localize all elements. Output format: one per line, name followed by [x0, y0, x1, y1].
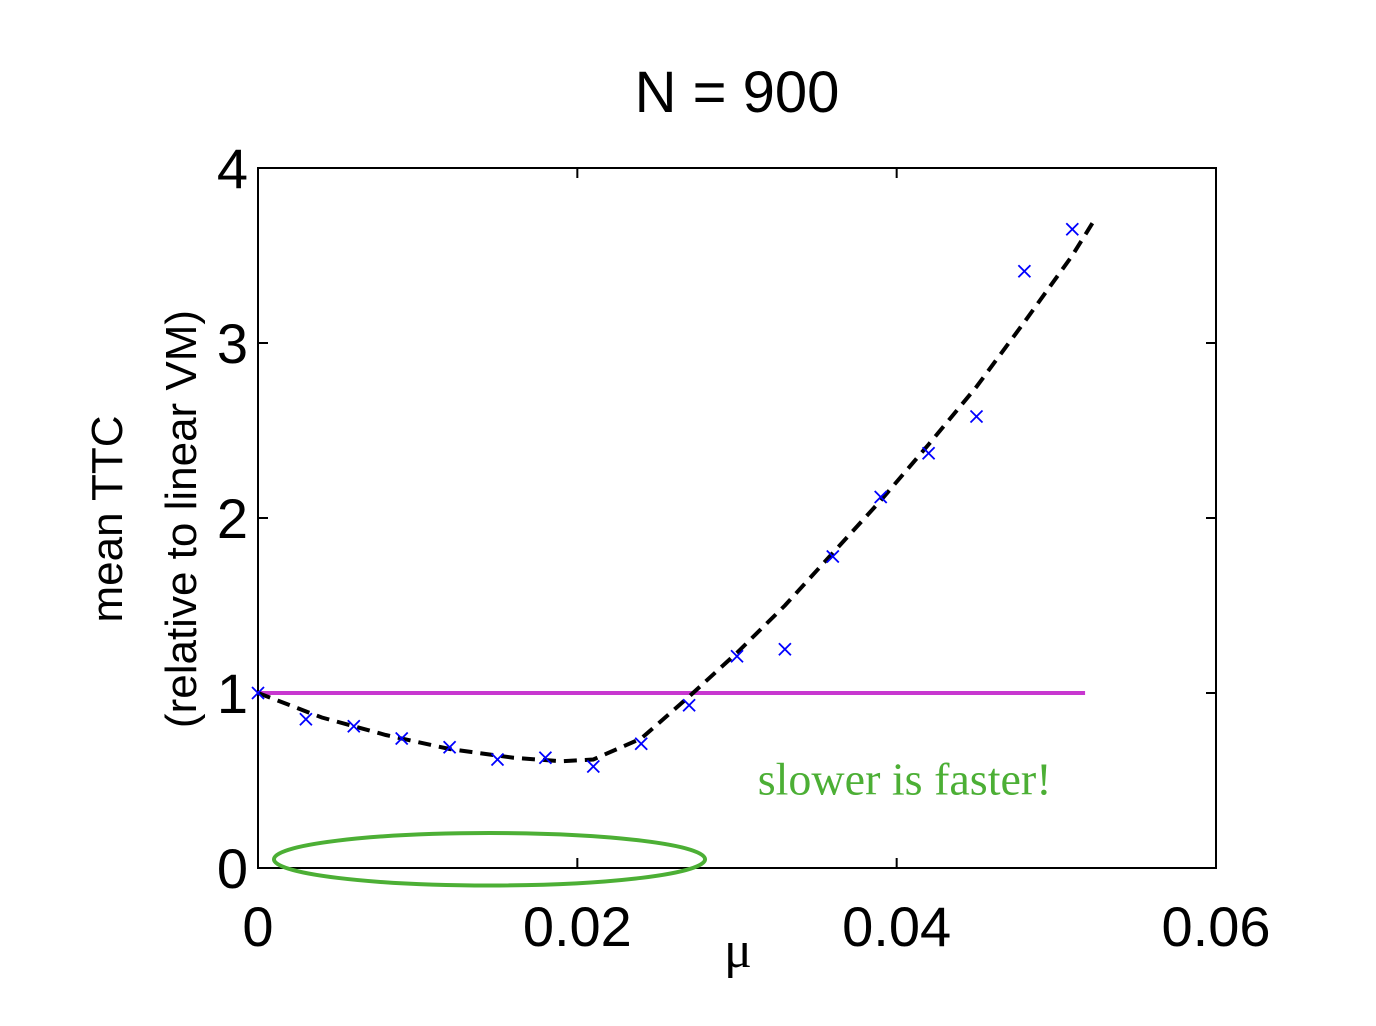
data-point: [347, 719, 361, 733]
highlight-ellipse: [271, 831, 708, 888]
y-axis-label-line1: mean TTC: [83, 415, 132, 622]
data-point: [730, 649, 744, 663]
x-tick-label: 0.04: [842, 895, 951, 958]
plot-area: [257, 167, 1217, 869]
data-point: [634, 737, 648, 751]
data-point: [826, 549, 840, 564]
data-point: [395, 731, 409, 746]
y-tick-label: 0: [217, 837, 248, 900]
annotation-text: slower is faster!: [758, 754, 1052, 805]
data-point: [921, 446, 936, 460]
y-axis-ticks: 0 1 2 3 4: [217, 137, 1216, 900]
data-point: [682, 698, 696, 712]
data-point: [969, 409, 984, 424]
data-point: [251, 686, 265, 700]
data-point: [299, 712, 313, 726]
data-point: [490, 752, 505, 767]
x-axis-ticks: 0 0.02 0.04 0.06: [242, 168, 1271, 958]
data-point: [778, 642, 792, 656]
x-axis-label: μ: [724, 922, 752, 979]
y-axis-label-line2: (relative to linear VM): [157, 310, 206, 728]
y-axis-label: mean TTC (relative to linear VM): [83, 310, 206, 728]
x-tick-label: 0: [242, 895, 273, 958]
chart-title: N = 900: [635, 60, 840, 125]
x-tick-label: 0.06: [1162, 895, 1271, 958]
data-point: [538, 751, 553, 765]
fit-line: [257, 215, 1098, 764]
x-tick-label: 0.02: [523, 895, 632, 958]
data-point: [442, 740, 457, 754]
y-tick-label: 4: [217, 137, 248, 200]
data-point: [1017, 264, 1032, 278]
plot-frame: [257, 167, 1217, 869]
y-tick-label: 2: [217, 487, 248, 550]
data-point: [874, 490, 888, 504]
series-layer: [251, 215, 1098, 888]
data-point: [586, 759, 600, 774]
data-point: [1065, 222, 1079, 236]
y-tick-label: 1: [217, 662, 248, 725]
y-tick-label: 3: [217, 312, 248, 375]
